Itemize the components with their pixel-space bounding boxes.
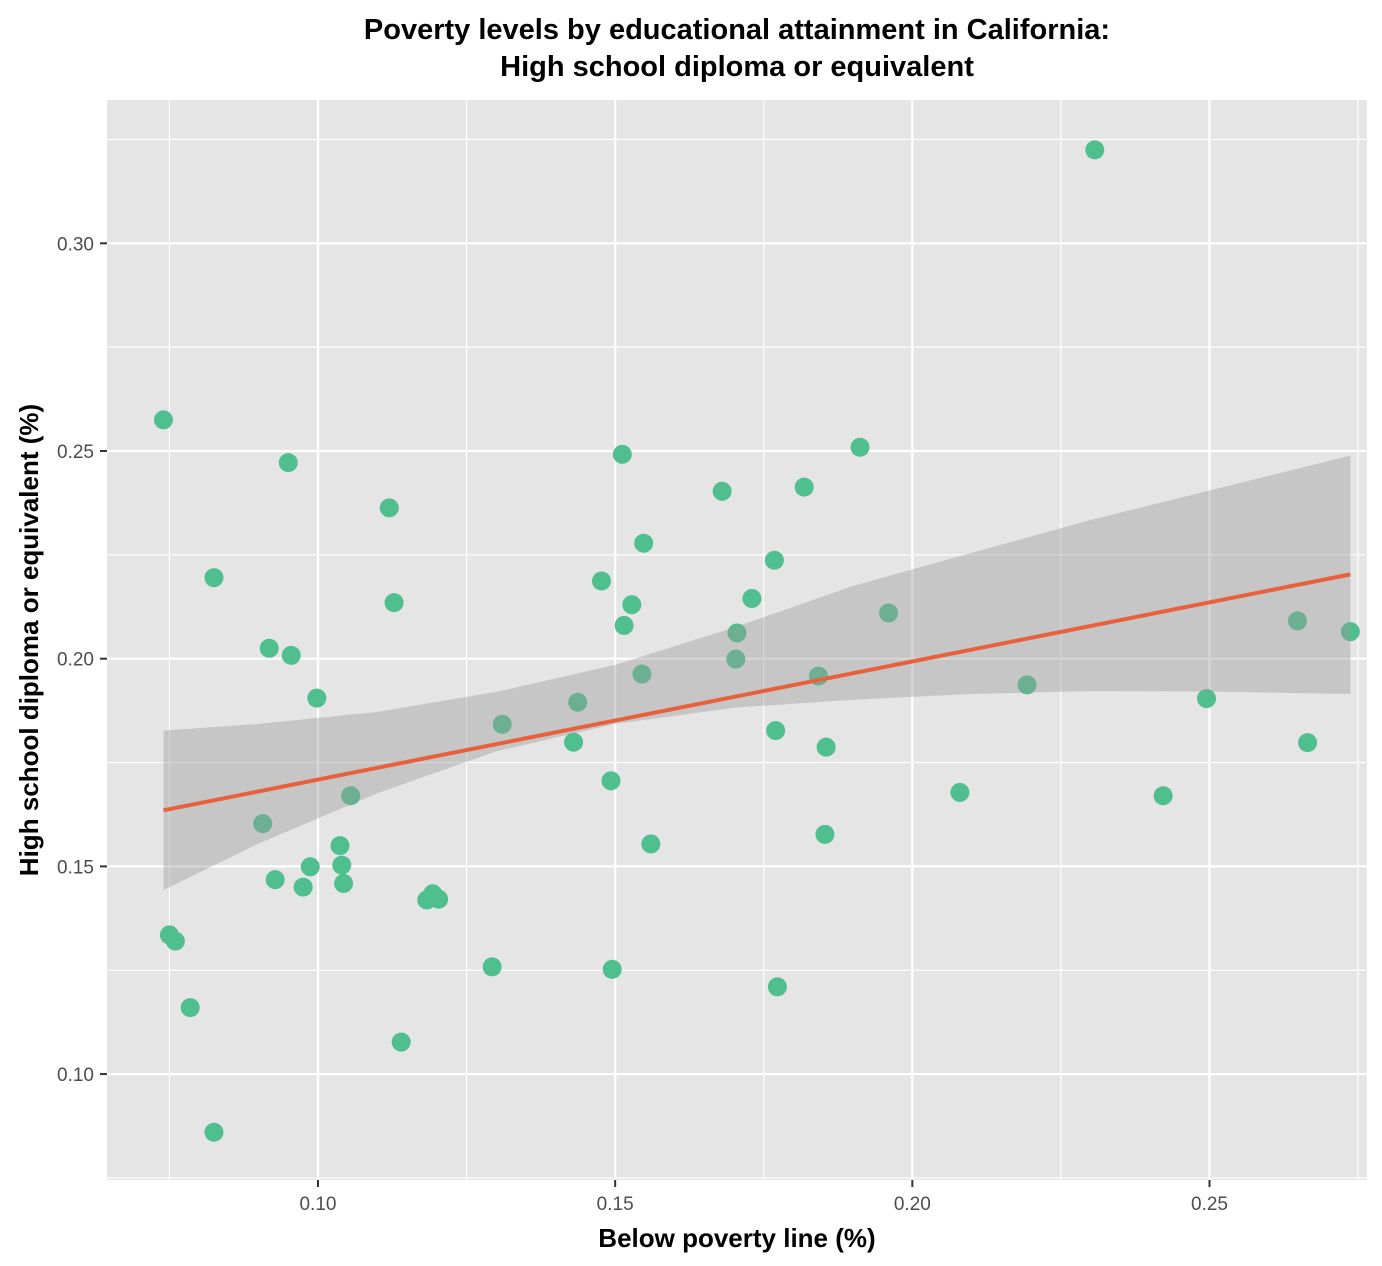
y-tick-label: 0.10: [57, 1065, 94, 1086]
x-tick-label: 0.20: [894, 1194, 931, 1215]
data-point: [1287, 611, 1307, 631]
y-axis-title: High school diploma or equivalent (%): [14, 404, 44, 876]
y-axis: 0.10 0.15 0.20 0.25 0.30: [57, 234, 107, 1086]
points-layer: [153, 140, 1360, 1142]
data-point: [815, 824, 835, 844]
data-point: [379, 498, 399, 518]
y-tick-label: 0.30: [57, 234, 94, 255]
data-point: [391, 1032, 411, 1052]
data-point: [1340, 622, 1360, 642]
data-point: [307, 688, 327, 708]
data-point: [632, 664, 652, 684]
data-point: [850, 437, 870, 457]
data-point: [879, 603, 899, 623]
data-point: [1298, 733, 1318, 753]
data-point: [712, 481, 732, 501]
data-point: [492, 714, 512, 734]
data-point: [204, 1122, 224, 1142]
data-point: [634, 533, 654, 553]
data-point: [330, 836, 350, 856]
data-point: [564, 732, 584, 752]
chart-subtitle: High school diploma or equivalent: [500, 51, 974, 83]
data-point: [334, 873, 354, 893]
data-point: [1197, 689, 1217, 709]
y-tick-label: 0.25: [57, 442, 94, 463]
data-point: [429, 889, 449, 909]
data-point: [727, 623, 747, 643]
data-point: [601, 771, 621, 791]
data-point: [1017, 675, 1037, 695]
fit-line-layer: [163, 572, 1351, 813]
data-point: [153, 410, 173, 430]
data-point: [341, 786, 361, 806]
data-point: [293, 877, 313, 897]
confidence-band: [163, 455, 1351, 891]
data-point: [726, 649, 746, 669]
data-point: [332, 855, 352, 875]
data-point: [180, 998, 200, 1018]
data-point: [764, 550, 784, 570]
data-point: [767, 977, 787, 997]
data-point: [1085, 140, 1105, 160]
x-tick-label: 0.15: [597, 1194, 634, 1215]
data-point: [300, 857, 320, 877]
data-point: [165, 931, 185, 951]
chart-title: Poverty levels by educational attainment…: [364, 14, 1110, 46]
data-point: [816, 737, 836, 757]
data-point: [766, 721, 786, 741]
x-axis-title: Below poverty line (%): [598, 1223, 875, 1253]
x-axis: 0.10 0.15 0.20 0.25: [299, 1180, 1228, 1215]
grid-major: [107, 100, 1367, 1180]
data-point: [612, 444, 632, 464]
data-point: [204, 568, 224, 588]
data-point: [641, 834, 661, 854]
x-tick-label: 0.25: [1191, 1194, 1228, 1215]
confidence-band-layer: [163, 455, 1351, 891]
y-tick-label: 0.20: [57, 650, 94, 671]
data-point: [591, 571, 611, 591]
data-point: [1153, 786, 1173, 806]
data-point: [265, 870, 285, 890]
regression-line: [163, 572, 1351, 813]
data-point: [482, 957, 502, 977]
y-tick-label: 0.15: [57, 857, 94, 878]
data-point: [794, 477, 814, 497]
x-tick-label: 0.10: [299, 1194, 336, 1215]
data-point: [259, 638, 279, 658]
data-point: [278, 453, 298, 473]
data-point: [742, 588, 762, 608]
data-point: [602, 959, 622, 979]
data-point: [384, 593, 404, 613]
data-point: [568, 692, 588, 712]
data-point: [281, 645, 301, 665]
data-point: [253, 814, 273, 834]
data-point: [614, 615, 634, 635]
data-point: [950, 782, 970, 802]
data-point: [622, 595, 642, 615]
